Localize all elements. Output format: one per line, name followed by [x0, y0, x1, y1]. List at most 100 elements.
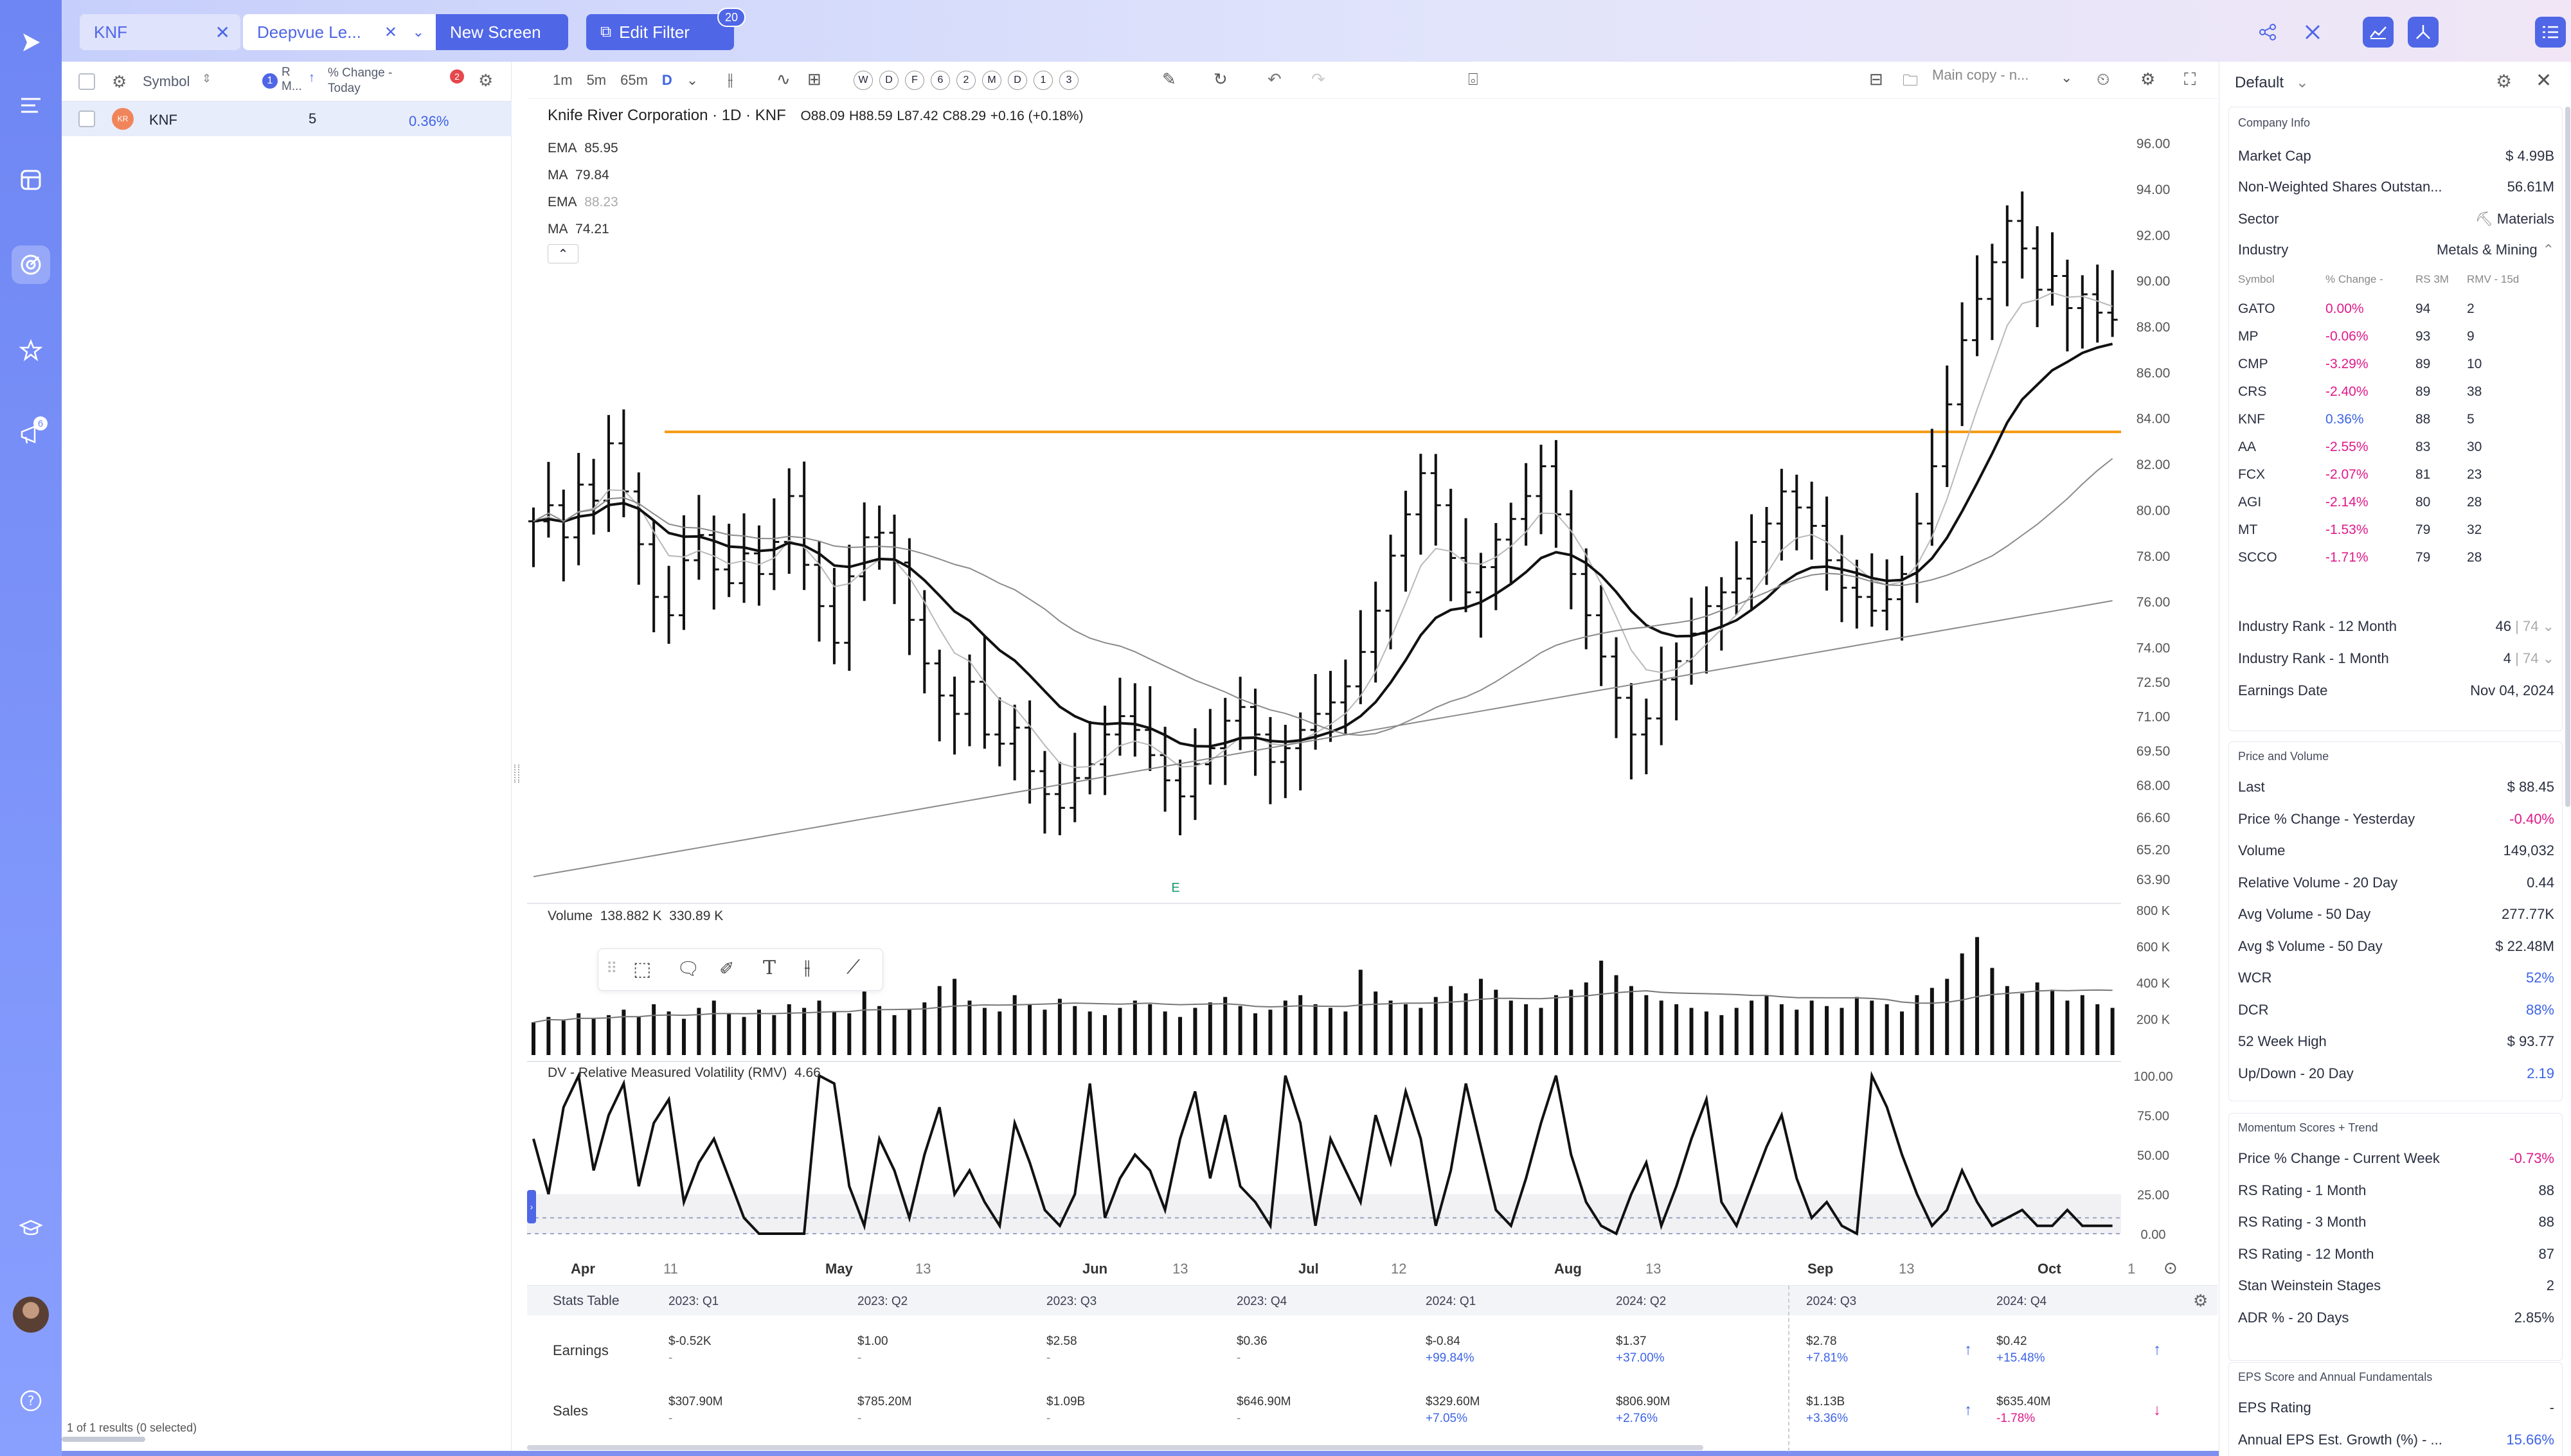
symbol-search-input[interactable]: KNF ✕: [80, 14, 240, 50]
top-bar: KNF ✕ Deepvue Le... ✕ ⌄ New Screen ⧉ Edi…: [62, 0, 2571, 62]
period-m[interactable]: M: [982, 71, 1001, 90]
rectangle-tool-icon[interactable]: ⬚: [633, 959, 652, 980]
chevron-down-icon[interactable]: ⌄: [2061, 69, 2073, 85]
list-settings-icon[interactable]: ⚙: [478, 71, 494, 90]
draw-pencil-icon[interactable]: ✎: [1162, 69, 1176, 89]
expand-panel-button[interactable]: ›: [527, 1190, 536, 1223]
clear-search-icon[interactable]: ✕: [215, 22, 230, 42]
horizontal-scrollbar[interactable]: [62, 1437, 145, 1442]
share-icon[interactable]: [2252, 17, 2283, 48]
learn-icon[interactable]: [12, 1209, 50, 1248]
panel-settings-icon[interactable]: ⚙: [2496, 71, 2513, 91]
peer-row[interactable]: FCX -2.07% 81 23: [2238, 461, 2554, 488]
chevron-down-icon[interactable]: ⌄: [686, 72, 699, 88]
brush-tool-icon[interactable]: ✐: [719, 959, 735, 979]
indicators-icon[interactable]: ∿: [776, 69, 791, 89]
column-symbol[interactable]: Symbol: [143, 73, 190, 89]
collapse-legend-button[interactable]: ⌃: [548, 244, 578, 263]
close-tab-icon[interactable]: ✕: [384, 23, 397, 41]
panel-resize-handle[interactable]: [514, 765, 519, 783]
peer-rs: 88: [2415, 411, 2431, 427]
price-bar: [1370, 582, 1381, 683]
split-view-icon[interactable]: [2408, 17, 2439, 48]
dashboard-icon[interactable]: [12, 161, 50, 199]
horizontal-scrollbar[interactable]: [527, 1445, 1703, 1450]
templates-icon[interactable]: ⊞: [807, 69, 821, 89]
row-symbol[interactable]: KNF: [149, 112, 177, 128]
interval-65m[interactable]: 65m: [620, 72, 648, 88]
metric-row: Volume 149,032: [2238, 835, 2554, 866]
volume-bar: [1478, 979, 1483, 1055]
redo-icon[interactable]: ↷: [1311, 69, 1325, 89]
period-2[interactable]: 2: [956, 71, 976, 90]
stats-settings-icon[interactable]: ⚙: [2193, 1291, 2208, 1310]
alert-icon[interactable]: ⏲: [2097, 69, 2110, 89]
peer-row[interactable]: CRS -2.40% 89 38: [2238, 378, 2554, 405]
chart-settings-icon[interactable]: ⚙: [2140, 69, 2156, 89]
sort-icon[interactable]: ⇕: [202, 72, 212, 85]
list-view-icon[interactable]: [2535, 17, 2566, 48]
peer-row[interactable]: SCCO -1.71% 79 28: [2238, 544, 2554, 571]
undo-icon[interactable]: ↶: [1268, 69, 1282, 89]
bar-style-icon[interactable]: ⫲: [728, 69, 733, 89]
announcements-icon[interactable]: 6: [12, 415, 50, 454]
refresh-icon[interactable]: ↻: [1214, 69, 1228, 89]
price-chart[interactable]: EE 96.00 94.00 92.00 90.00 88.00 86.00 84.00 82…: [527, 99, 2217, 1285]
peer-c: -2.07%: [2325, 466, 2369, 482]
avatar[interactable]: [12, 1295, 50, 1334]
callout-tool-icon[interactable]: 🗨: [677, 959, 700, 979]
peer-row[interactable]: AA -2.55% 83 30: [2238, 433, 2554, 461]
select-all-checkbox[interactable]: [78, 73, 95, 90]
x-axis-label: Jul: [1298, 1261, 1319, 1277]
chevron-down-icon: ⌄: [2538, 618, 2554, 634]
interval-1m[interactable]: 1m: [553, 72, 573, 88]
indicator-tool-icon[interactable]: ⫲: [804, 957, 811, 978]
edit-filter-button[interactable]: ⧉ Edit Filter: [586, 14, 734, 50]
peer-rs: 89: [2415, 384, 2431, 399]
close-icon[interactable]: ✕: [2536, 70, 2552, 91]
peer-row[interactable]: GATO 0.00% 94 2: [2238, 295, 2554, 323]
industry-row[interactable]: Industry Metals & Mining ⌃: [2238, 242, 2554, 258]
period-3[interactable]: 3: [1059, 71, 1079, 90]
interval-5m[interactable]: 5m: [586, 72, 607, 88]
snapshot-icon[interactable]: ⌻: [1468, 69, 1478, 89]
vertical-scrollbar[interactable]: [2565, 107, 2570, 807]
chart-view-icon[interactable]: [2363, 17, 2394, 48]
axis-settings-icon[interactable]: ⊙: [2163, 1258, 2178, 1277]
row-checkbox[interactable]: [78, 111, 95, 127]
table-row[interactable]: KR KNF 5 0.36%: [62, 102, 512, 136]
period-f[interactable]: F: [905, 71, 924, 90]
peer-row[interactable]: MT -1.53% 79 32: [2238, 516, 2554, 544]
column-settings-icon[interactable]: ⚙: [112, 72, 127, 91]
peer-row[interactable]: AGI -2.14% 80 28: [2238, 488, 2554, 516]
watchlist-star-icon[interactable]: [12, 332, 50, 370]
period-d[interactable]: D: [879, 71, 899, 90]
screen-tab[interactable]: Deepvue Le... ✕ ⌄: [243, 14, 436, 50]
column-change-today[interactable]: % Change - Today: [328, 66, 393, 95]
period-d2[interactable]: D: [1008, 71, 1027, 90]
interval-d[interactable]: D: [661, 72, 672, 88]
sort-asc-icon[interactable]: ↑: [309, 71, 315, 85]
drag-handle-icon[interactable]: ⠿: [606, 960, 618, 977]
app-logo-icon[interactable]: [12, 23, 50, 62]
period-1[interactable]: 1: [1034, 71, 1053, 90]
period-w[interactable]: W: [854, 71, 873, 90]
column-rmv[interactable]: R M...: [282, 66, 302, 93]
screener-icon[interactable]: [12, 245, 50, 284]
peer-row[interactable]: KNF 0.36% 88 5: [2238, 405, 2554, 433]
trendline-tool-icon[interactable]: ⟋: [847, 957, 860, 978]
menu-icon[interactable]: [12, 86, 50, 125]
preset-select[interactable]: Default ⌄: [2235, 73, 2309, 92]
peer-row[interactable]: MP -0.06% 93 9: [2238, 323, 2554, 350]
new-screen-button[interactable]: New Screen: [436, 14, 568, 50]
help-icon[interactable]: ?: [12, 1381, 50, 1420]
period-6[interactable]: 6: [931, 71, 950, 90]
peer-row[interactable]: CMP -3.29% 89 10: [2238, 350, 2554, 378]
folder-icon[interactable]: 🗀: [1903, 72, 1918, 89]
x-twitter-icon[interactable]: [2297, 17, 2328, 48]
chevron-down-icon[interactable]: ⌄: [412, 24, 424, 40]
fullscreen-icon[interactable]: ⛶: [2184, 69, 2196, 89]
layout-icon[interactable]: ⊟: [1869, 69, 1883, 89]
text-tool-icon[interactable]: T: [763, 957, 776, 979]
layout-name[interactable]: Main copy - n...: [1932, 67, 2029, 83]
